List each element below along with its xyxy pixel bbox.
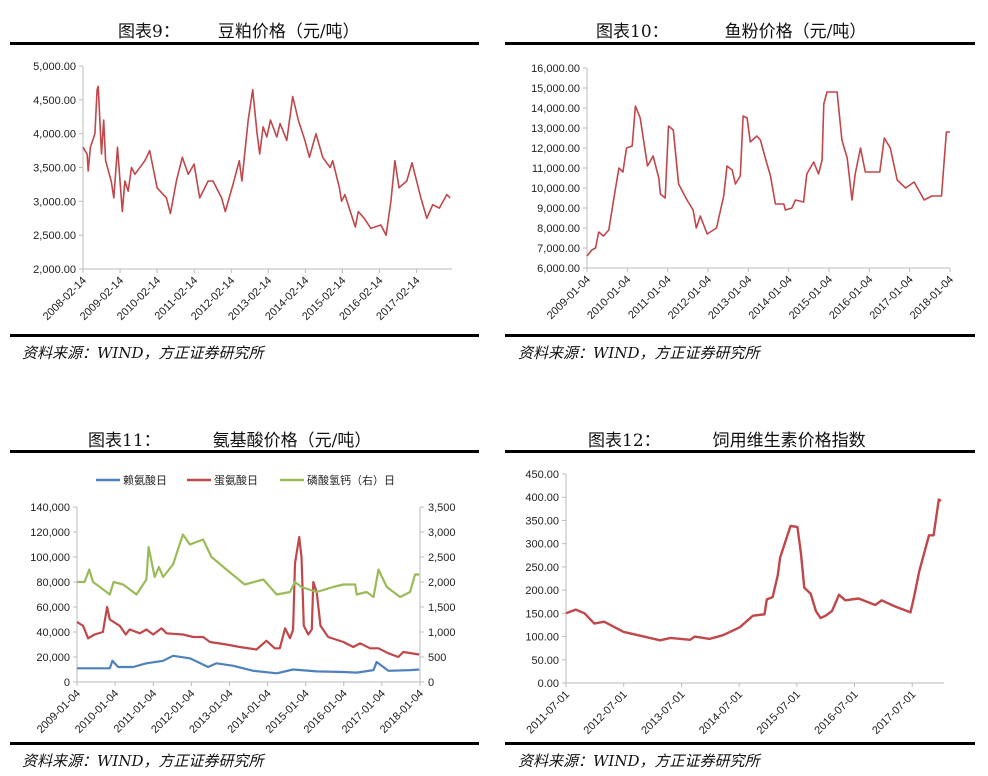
y-tick-label: 13,000.00: [531, 123, 580, 135]
chart-title-soymeal: 图表9： 豆粕价格（元/吨）: [118, 17, 360, 42]
x-tick-label: 2012-07-01: [582, 689, 630, 737]
y-tick-label: 3,000.00: [33, 196, 76, 208]
series-line-1: [76, 535, 420, 659]
y-tick-label: 11,000.00: [532, 163, 580, 175]
top-rule: [10, 450, 479, 453]
chart-title-fishmeal: 图表10： 鱼粉价格（元/吨）: [596, 17, 866, 42]
chart-number: 图表11：: [88, 431, 161, 451]
y-tick-label: 7,000.00: [537, 243, 580, 255]
chart-number: 图表10：: [596, 22, 669, 42]
x-tick-label: 2011-07-01: [524, 689, 572, 737]
top-rule: [505, 42, 975, 45]
legend-label: 蛋氨酸日: [214, 473, 258, 487]
y-tick-label: 10,000.00: [531, 183, 580, 195]
chart-title-text: 氨基酸价格（元/吨）: [212, 431, 372, 451]
y-tick-label: 80,000: [36, 577, 70, 589]
chart-number: 图表9：: [118, 22, 180, 42]
x-tick-label: 2013-07-01: [639, 689, 687, 737]
y-tick-label: 250.00: [525, 562, 559, 574]
chart-3: 0.00 50.00 100.00 150.00 200.00 250.00 300.00 3…: [524, 469, 944, 737]
y-tick-label: 9,000.00: [537, 203, 580, 215]
y-tick-label: 5,000.00: [33, 61, 76, 73]
y-tick-label: 20,000: [36, 652, 70, 664]
y-tick-label: 450.00: [525, 469, 559, 481]
y-tick-label: 4,500.00: [33, 95, 76, 107]
bottom-rule: [505, 334, 975, 337]
y-tick-label: 150.00: [525, 608, 559, 620]
series-line-0: [586, 91, 950, 257]
series-line-0: [82, 85, 451, 236]
y-tick-label: 40,000: [36, 627, 70, 639]
y-tick-label: 15,000.00: [531, 83, 580, 95]
x-tick-label: 2017-07-01: [870, 689, 918, 737]
y2-tick-label: 1,000: [428, 627, 456, 639]
top-rule: [10, 42, 479, 45]
chart-title-text: 饲用维生素价格指数: [712, 431, 866, 451]
y-tick-label: 300.00: [525, 539, 559, 551]
source-note: 资料来源：WIND，方正证券研究所: [518, 752, 760, 770]
x-tick-label: 2014-07-01: [697, 689, 745, 737]
chart-0: 2,000.00 2,500.00 3,000.00 3,500.00 4,000.00…: [33, 61, 452, 323]
y-tick-label: 12,000.00: [531, 143, 580, 155]
y-tick-label: 0: [64, 677, 70, 689]
series-line-0: [77, 654, 420, 675]
bottom-rule: [505, 742, 975, 745]
chart-title-amino-acid: 图表11： 氨基酸价格（元/吨）: [88, 426, 371, 451]
chart-title-vitamin: 图表12： 饲用维生素价格指数: [588, 426, 866, 451]
series-line-2: [77, 533, 420, 599]
y-tick-label: 8,000.00: [537, 223, 580, 235]
legend-label: 赖氨酸日: [123, 473, 167, 487]
y-tick-label: 2,500.00: [33, 230, 76, 242]
x-tick-label: 2016-07-01: [812, 689, 860, 737]
chart-number: 图表12：: [588, 431, 661, 451]
y-tick-label: 3,500.00: [33, 163, 76, 175]
chart-1: 6,000.00 7,000.00 8,000.00 9,000.00 10,000.0…: [531, 63, 956, 322]
y2-tick-label: 2,000: [428, 577, 456, 589]
y2-tick-label: 2,500: [428, 552, 456, 564]
y-tick-label: 50.00: [531, 655, 559, 667]
y-tick-label: 140,000: [30, 502, 70, 514]
chart-title-text: 鱼粉价格（元/吨）: [724, 22, 867, 42]
x-tick-label: 2015-07-01: [755, 689, 803, 737]
source-note: 资料来源：WIND，方正证券研究所: [22, 344, 264, 362]
top-rule: [505, 450, 975, 453]
y2-tick-label: 3,000: [428, 527, 456, 539]
y-tick-label: 60,000: [36, 602, 70, 614]
source-note: 资料来源：WIND，方正证券研究所: [518, 344, 760, 362]
y-tick-label: 0.00: [538, 678, 559, 690]
y-tick-label: 400.00: [525, 492, 559, 504]
y-tick-label: 200.00: [525, 585, 559, 597]
y2-tick-label: 3,500: [428, 502, 456, 514]
y-tick-label: 100,000: [30, 552, 70, 564]
legend-label: 磷酸氢钙（右）日: [307, 473, 395, 487]
y-tick-label: 100.00: [525, 632, 559, 644]
y2-tick-label: 1,500: [428, 602, 456, 614]
y-tick-label: 16,000.00: [531, 63, 580, 75]
y-tick-label: 6,000.00: [537, 263, 580, 275]
chart-title-text: 豆粕价格（元/吨）: [217, 22, 360, 42]
y-tick-label: 14,000.00: [531, 103, 580, 115]
y2-tick-label: 0: [428, 677, 434, 689]
y-tick-label: 4,000.00: [33, 129, 76, 141]
x-tick-label: 2018-01-04: [908, 274, 956, 322]
y-tick-label: 2,000.00: [33, 264, 76, 276]
y2-tick-label: 500: [428, 652, 446, 664]
y-tick-label: 120,000: [30, 527, 70, 539]
source-note: 资料来源：WIND，方正证券研究所: [22, 752, 264, 770]
bottom-rule: [10, 334, 479, 337]
bottom-rule: [10, 742, 479, 745]
chart-2: 0 20,000 40,000 60,000 80,000 100,000 120,000 1…: [30, 473, 455, 736]
y-tick-label: 350.00: [525, 515, 559, 527]
x-tick-label: 2010-01-04: [585, 274, 633, 322]
series-line-0: [565, 498, 942, 642]
